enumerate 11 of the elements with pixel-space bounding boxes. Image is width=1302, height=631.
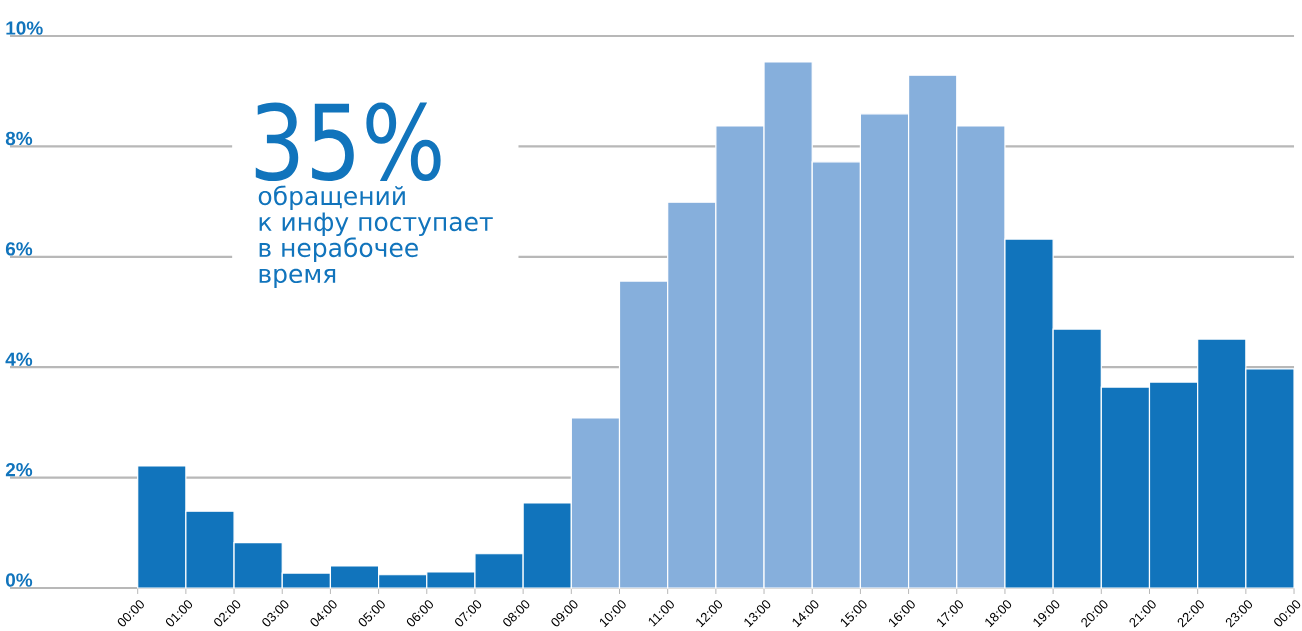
annotation: в нерабочее — [259, 237, 418, 262]
y-tick-label: 2% — [5, 462, 33, 477]
annotation: время — [259, 268, 336, 288]
y-tick-label: 10% — [6, 21, 43, 35]
y-tick-label: 4% — [5, 352, 33, 366]
annotation: 35% — [255, 102, 441, 182]
annotation: к инфу поступает — [259, 212, 493, 237]
y-tick-label: 8% — [5, 131, 33, 146]
y-tick-label: 6% — [5, 242, 33, 256]
y-tick-label: 0% — [5, 573, 33, 587]
annotation: обращений — [258, 185, 405, 211]
